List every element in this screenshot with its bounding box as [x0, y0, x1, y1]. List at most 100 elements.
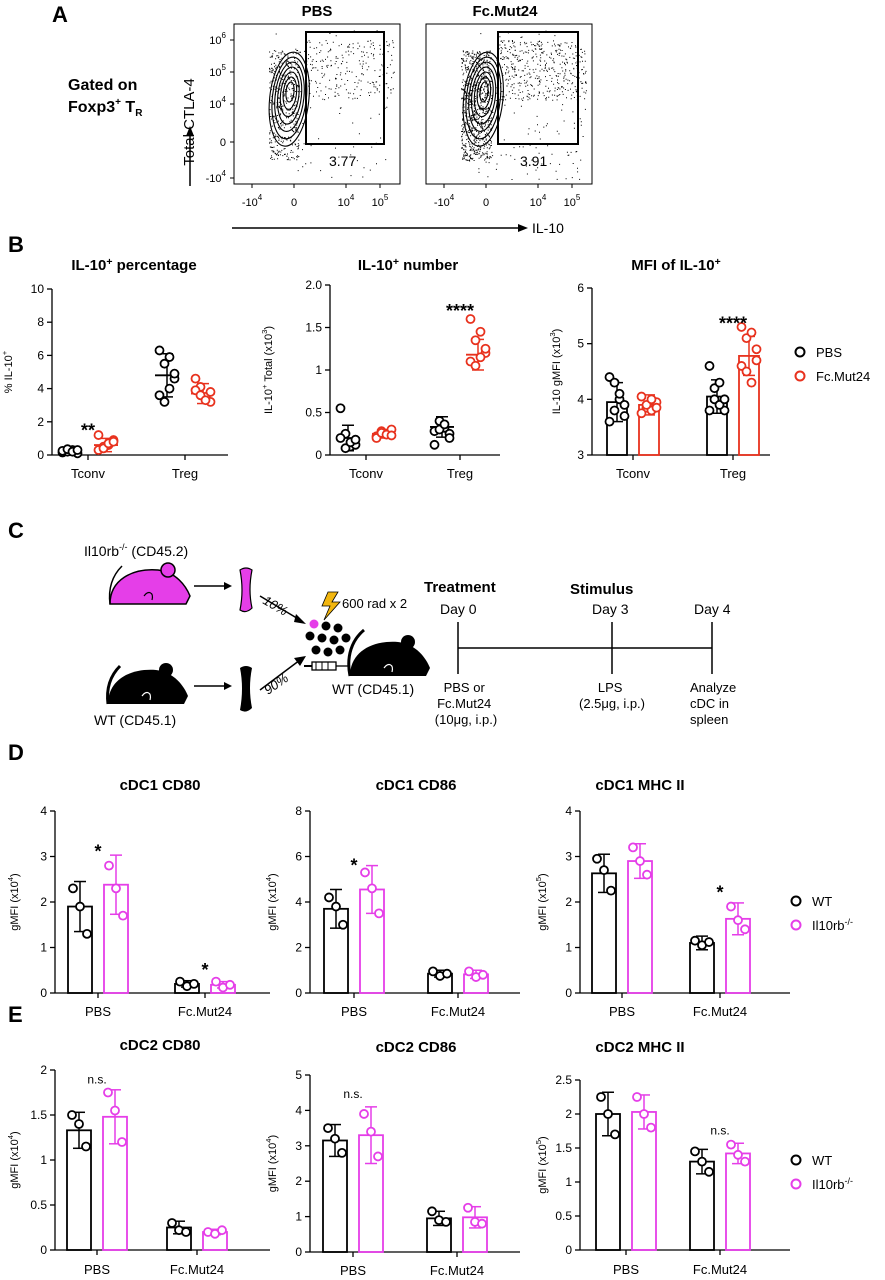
- gating-line1: Gated on: [68, 77, 137, 94]
- data-point: [690, 935, 700, 946]
- data-point: [592, 853, 602, 864]
- flow-frame-pbs: [233, 23, 401, 185]
- data-point: [159, 396, 170, 407]
- data-point: [154, 345, 165, 356]
- data-point: [596, 1092, 606, 1102]
- legend-label: WT: [812, 1153, 832, 1168]
- data-point: [639, 1109, 649, 1119]
- chart-il10-number: IL-10+ number 0 0.5 1 1.5 2.0 IL-10+ Total (x1…: [260, 256, 500, 481]
- data-point: [169, 368, 180, 379]
- pct-wt-label: 90%: [261, 670, 291, 697]
- cell-mix-icon: [305, 619, 351, 657]
- flow-x-tick-label: 0: [483, 197, 489, 209]
- significance-label: n.s.: [343, 1087, 362, 1101]
- data-point: [740, 1156, 750, 1167]
- flow-plot-title-fcmut24: Fc.Mut24: [472, 3, 538, 20]
- data-point: [636, 408, 647, 419]
- y-tick-label: 2: [565, 895, 572, 909]
- significance-label: *: [201, 960, 208, 980]
- significance-label: *: [94, 842, 101, 862]
- recipient-label: WT (CD45.1): [332, 681, 414, 697]
- data-point: [714, 377, 725, 388]
- chart-title: cDC1 CD86: [376, 777, 457, 794]
- y-tick-label: 0.5: [305, 406, 322, 420]
- x-category-label: PBS: [609, 1004, 635, 1019]
- x-category-label: Fc.Mut24: [178, 1004, 232, 1019]
- data-point: [609, 405, 620, 416]
- x-category-label: PBS: [84, 1262, 110, 1277]
- y-tick-label: 3: [565, 850, 572, 864]
- data-point: [733, 915, 743, 926]
- timeline-day4: Day 4: [694, 601, 731, 617]
- data-point: [103, 1087, 113, 1098]
- data-point: [340, 443, 351, 454]
- data-point: [181, 1227, 191, 1237]
- significance-label: n.s.: [710, 1123, 729, 1137]
- y-tick-label: 6: [37, 348, 44, 362]
- flow-x-tick-label: 105: [372, 193, 389, 209]
- y-tick-label: 4: [40, 804, 47, 818]
- y-axis-label: gMFI (x104): [6, 1131, 21, 1188]
- significance-label: ****: [446, 301, 474, 321]
- schematic: Il10rb-/- (CD45.2) WT (CD45.1): [84, 542, 740, 728]
- gating-label: Gated on Foxp3+ TR: [68, 77, 143, 119]
- flow-contours-fcmut24: [462, 51, 504, 147]
- significance-label: n.s.: [87, 1073, 106, 1087]
- flow-contour: [462, 51, 504, 147]
- data-point: [82, 928, 92, 939]
- data-point: [108, 436, 119, 447]
- data-point: [444, 433, 455, 443]
- data-point: [427, 1206, 437, 1217]
- data-point: [164, 352, 175, 362]
- chart-title: cDC2 CD80: [120, 1037, 201, 1054]
- y-tick-label: 1.5: [30, 1108, 47, 1122]
- flow-gate-value-fcmut24: 3.91: [520, 153, 547, 169]
- data-point: [366, 1126, 376, 1137]
- flow-x-arrowhead: [518, 224, 528, 232]
- mouse-wt-icon: [106, 663, 188, 705]
- flow-gate-pbs: [305, 31, 385, 145]
- data-point: [118, 910, 128, 921]
- y-axis-label: % IL-10+: [0, 350, 15, 393]
- timeline-note-analysis: Analyze cDC in spleen: [690, 680, 740, 727]
- y-axis-label: gMFI (x104): [264, 1135, 279, 1192]
- legend-marker: [790, 1178, 802, 1190]
- data-point: [338, 919, 348, 930]
- chart-cdc2-mhcii: cDC2 MHC II 0 0.5 1 1.5 2 2.5 gMFI (x105) PBS Fc.…: [534, 1039, 790, 1277]
- timeline-note-treatment: PBS or Fc.Mut24 (10μg, i.p.): [435, 680, 497, 727]
- lightning-icon: [321, 591, 341, 621]
- y-tick-label: 0: [565, 986, 572, 1000]
- data-point: [386, 430, 397, 441]
- data-point: [429, 439, 440, 450]
- y-tick-label: 1: [40, 941, 47, 955]
- y-tick-label: 2: [40, 1063, 47, 1077]
- chart-title: cDC1 MHC II: [595, 777, 684, 794]
- y-tick-label: 10: [31, 282, 45, 296]
- data-point: [470, 335, 481, 346]
- y-tick-label: 5: [295, 1068, 302, 1082]
- significance-label: **: [81, 420, 95, 440]
- flow-contour: [282, 76, 298, 110]
- x-category-label: PBS: [85, 1004, 111, 1019]
- flow-frame-fcmut24: [425, 23, 593, 185]
- chart-title: MFI of IL-10+: [631, 256, 720, 274]
- flow-plot-pbs: PBS 3.77 106 105 104 0 -104 -104 0 104 105: [206, 3, 401, 209]
- data-point: [704, 405, 715, 416]
- significance-label: *: [716, 883, 723, 903]
- x-category-label: PBS: [613, 1262, 639, 1277]
- y-tick-label: 0: [37, 448, 44, 462]
- chart-il10-mfi: MFI of IL-10+ 3 4 5 6 IL-10 gMFI (x103) Tconv T…: [548, 256, 770, 481]
- y-tick-label: 6: [295, 850, 302, 864]
- data-point: [464, 966, 474, 977]
- y-tick-label: 4: [295, 895, 302, 909]
- chart-cdc2-cd80: cDC2 CD80 0 0.5 1 1.5 2 gMFI (x104) PBS Fc.Mut24…: [6, 1037, 270, 1277]
- flow-contour: [274, 61, 305, 132]
- legend-marker: [794, 370, 806, 382]
- y-tick-label: 0: [565, 1243, 572, 1257]
- data-point: [642, 869, 652, 880]
- y-axis-label: gMFI (x104): [264, 873, 279, 930]
- flow-y-tick-label: 104: [209, 95, 226, 111]
- flow-x-tick-label: 0: [291, 197, 297, 209]
- timeline-header-treatment: Treatment: [424, 579, 496, 596]
- flow-x-tick-label: -104: [434, 193, 455, 209]
